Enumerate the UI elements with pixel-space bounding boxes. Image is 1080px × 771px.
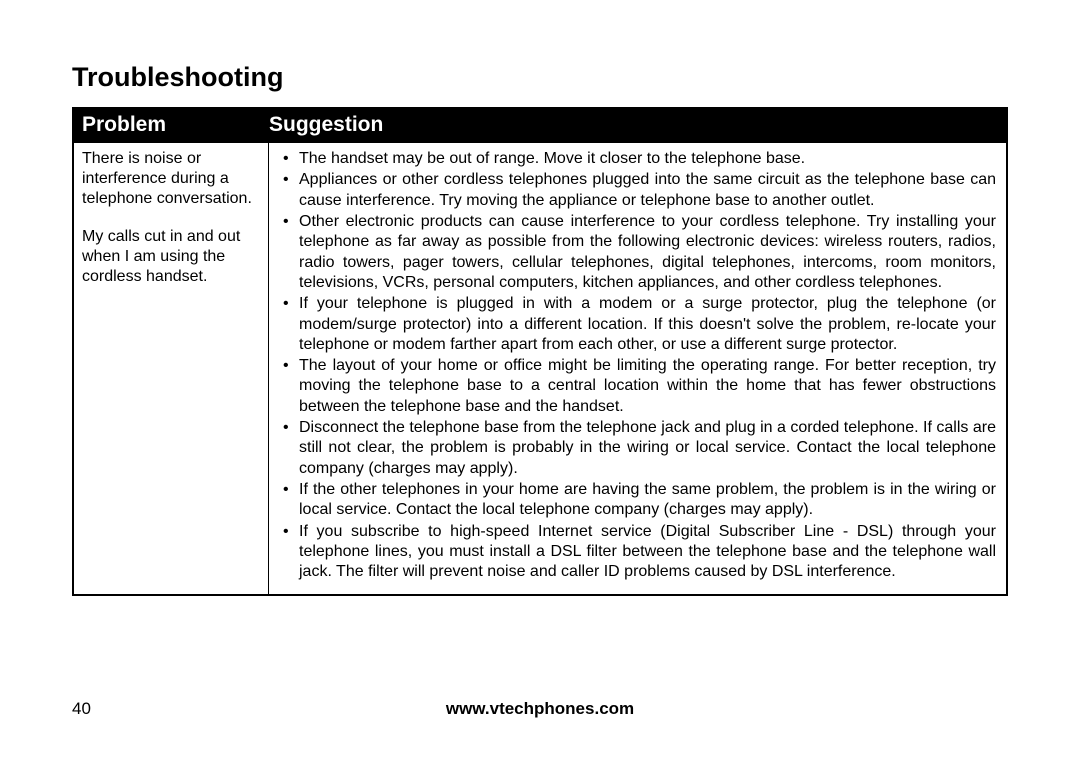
list-item: Other electronic products can cause inte…	[279, 212, 996, 293]
footer-spacer	[1003, 699, 1008, 719]
page-footer: 40 www.vtechphones.com	[72, 699, 1008, 719]
list-item: Disconnect the telephone base from the t…	[279, 418, 996, 479]
header-suggestion: Suggestion	[269, 109, 1006, 143]
list-item: Appliances or other cordless telephones …	[279, 170, 996, 211]
footer-url: www.vtechphones.com	[446, 699, 634, 719]
suggestion-cell: The handset may be out of range. Move it…	[269, 143, 1006, 594]
suggestion-list: The handset may be out of range. Move it…	[279, 149, 996, 583]
list-item: If your telephone is plugged in with a m…	[279, 294, 996, 355]
problem-cell: There is noise or interference during a …	[74, 143, 269, 594]
problem-text-1: There is noise or interference during a …	[82, 149, 260, 209]
list-item: The layout of your home or office might …	[279, 356, 996, 417]
document-page: Troubleshooting Problem Suggestion There…	[0, 0, 1080, 771]
list-item: If you subscribe to high-speed Internet …	[279, 522, 996, 583]
list-item: If the other telephones in your home are…	[279, 480, 996, 521]
table-row: There is noise or interference during a …	[74, 143, 1006, 594]
troubleshooting-table: Problem Suggestion There is noise or int…	[72, 107, 1008, 596]
table-header-row: Problem Suggestion	[74, 109, 1006, 143]
page-title: Troubleshooting	[72, 62, 1008, 93]
header-problem: Problem	[74, 109, 269, 143]
list-item: The handset may be out of range. Move it…	[279, 149, 996, 169]
page-number: 40	[72, 699, 91, 719]
problem-text-2: My calls cut in and out when I am using …	[82, 227, 260, 287]
